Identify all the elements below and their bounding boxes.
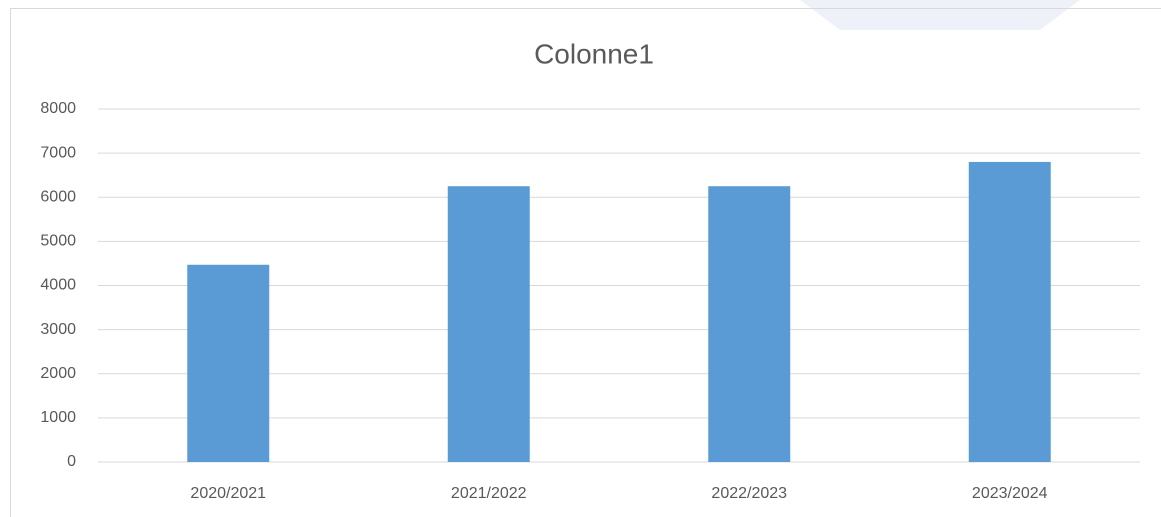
x-tick-label: 2020/2021 [190, 485, 266, 502]
y-tick-label: 8000 [40, 100, 76, 117]
y-tick-label: 4000 [40, 277, 76, 294]
bar [968, 161, 1051, 462]
x-tick-label: 2021/2022 [451, 485, 527, 502]
y-tick-label: 0 [67, 453, 76, 470]
y-tick-label: 5000 [40, 233, 76, 250]
y-tick-label: 3000 [40, 321, 76, 338]
chart-frame [10, 8, 1161, 517]
bar [187, 264, 270, 462]
x-tick-label: 2022/2023 [711, 485, 787, 502]
y-tick-label: 1000 [40, 409, 76, 426]
y-tick-label: 2000 [40, 365, 76, 382]
y-tick-label: 6000 [40, 188, 76, 205]
bar [447, 186, 530, 462]
x-tick-label: 2023/2024 [972, 485, 1048, 502]
bar [708, 186, 791, 462]
y-tick-label: 7000 [40, 144, 76, 161]
chart-title: Colonne1 [534, 38, 654, 69]
decoration [800, 0, 1080, 30]
